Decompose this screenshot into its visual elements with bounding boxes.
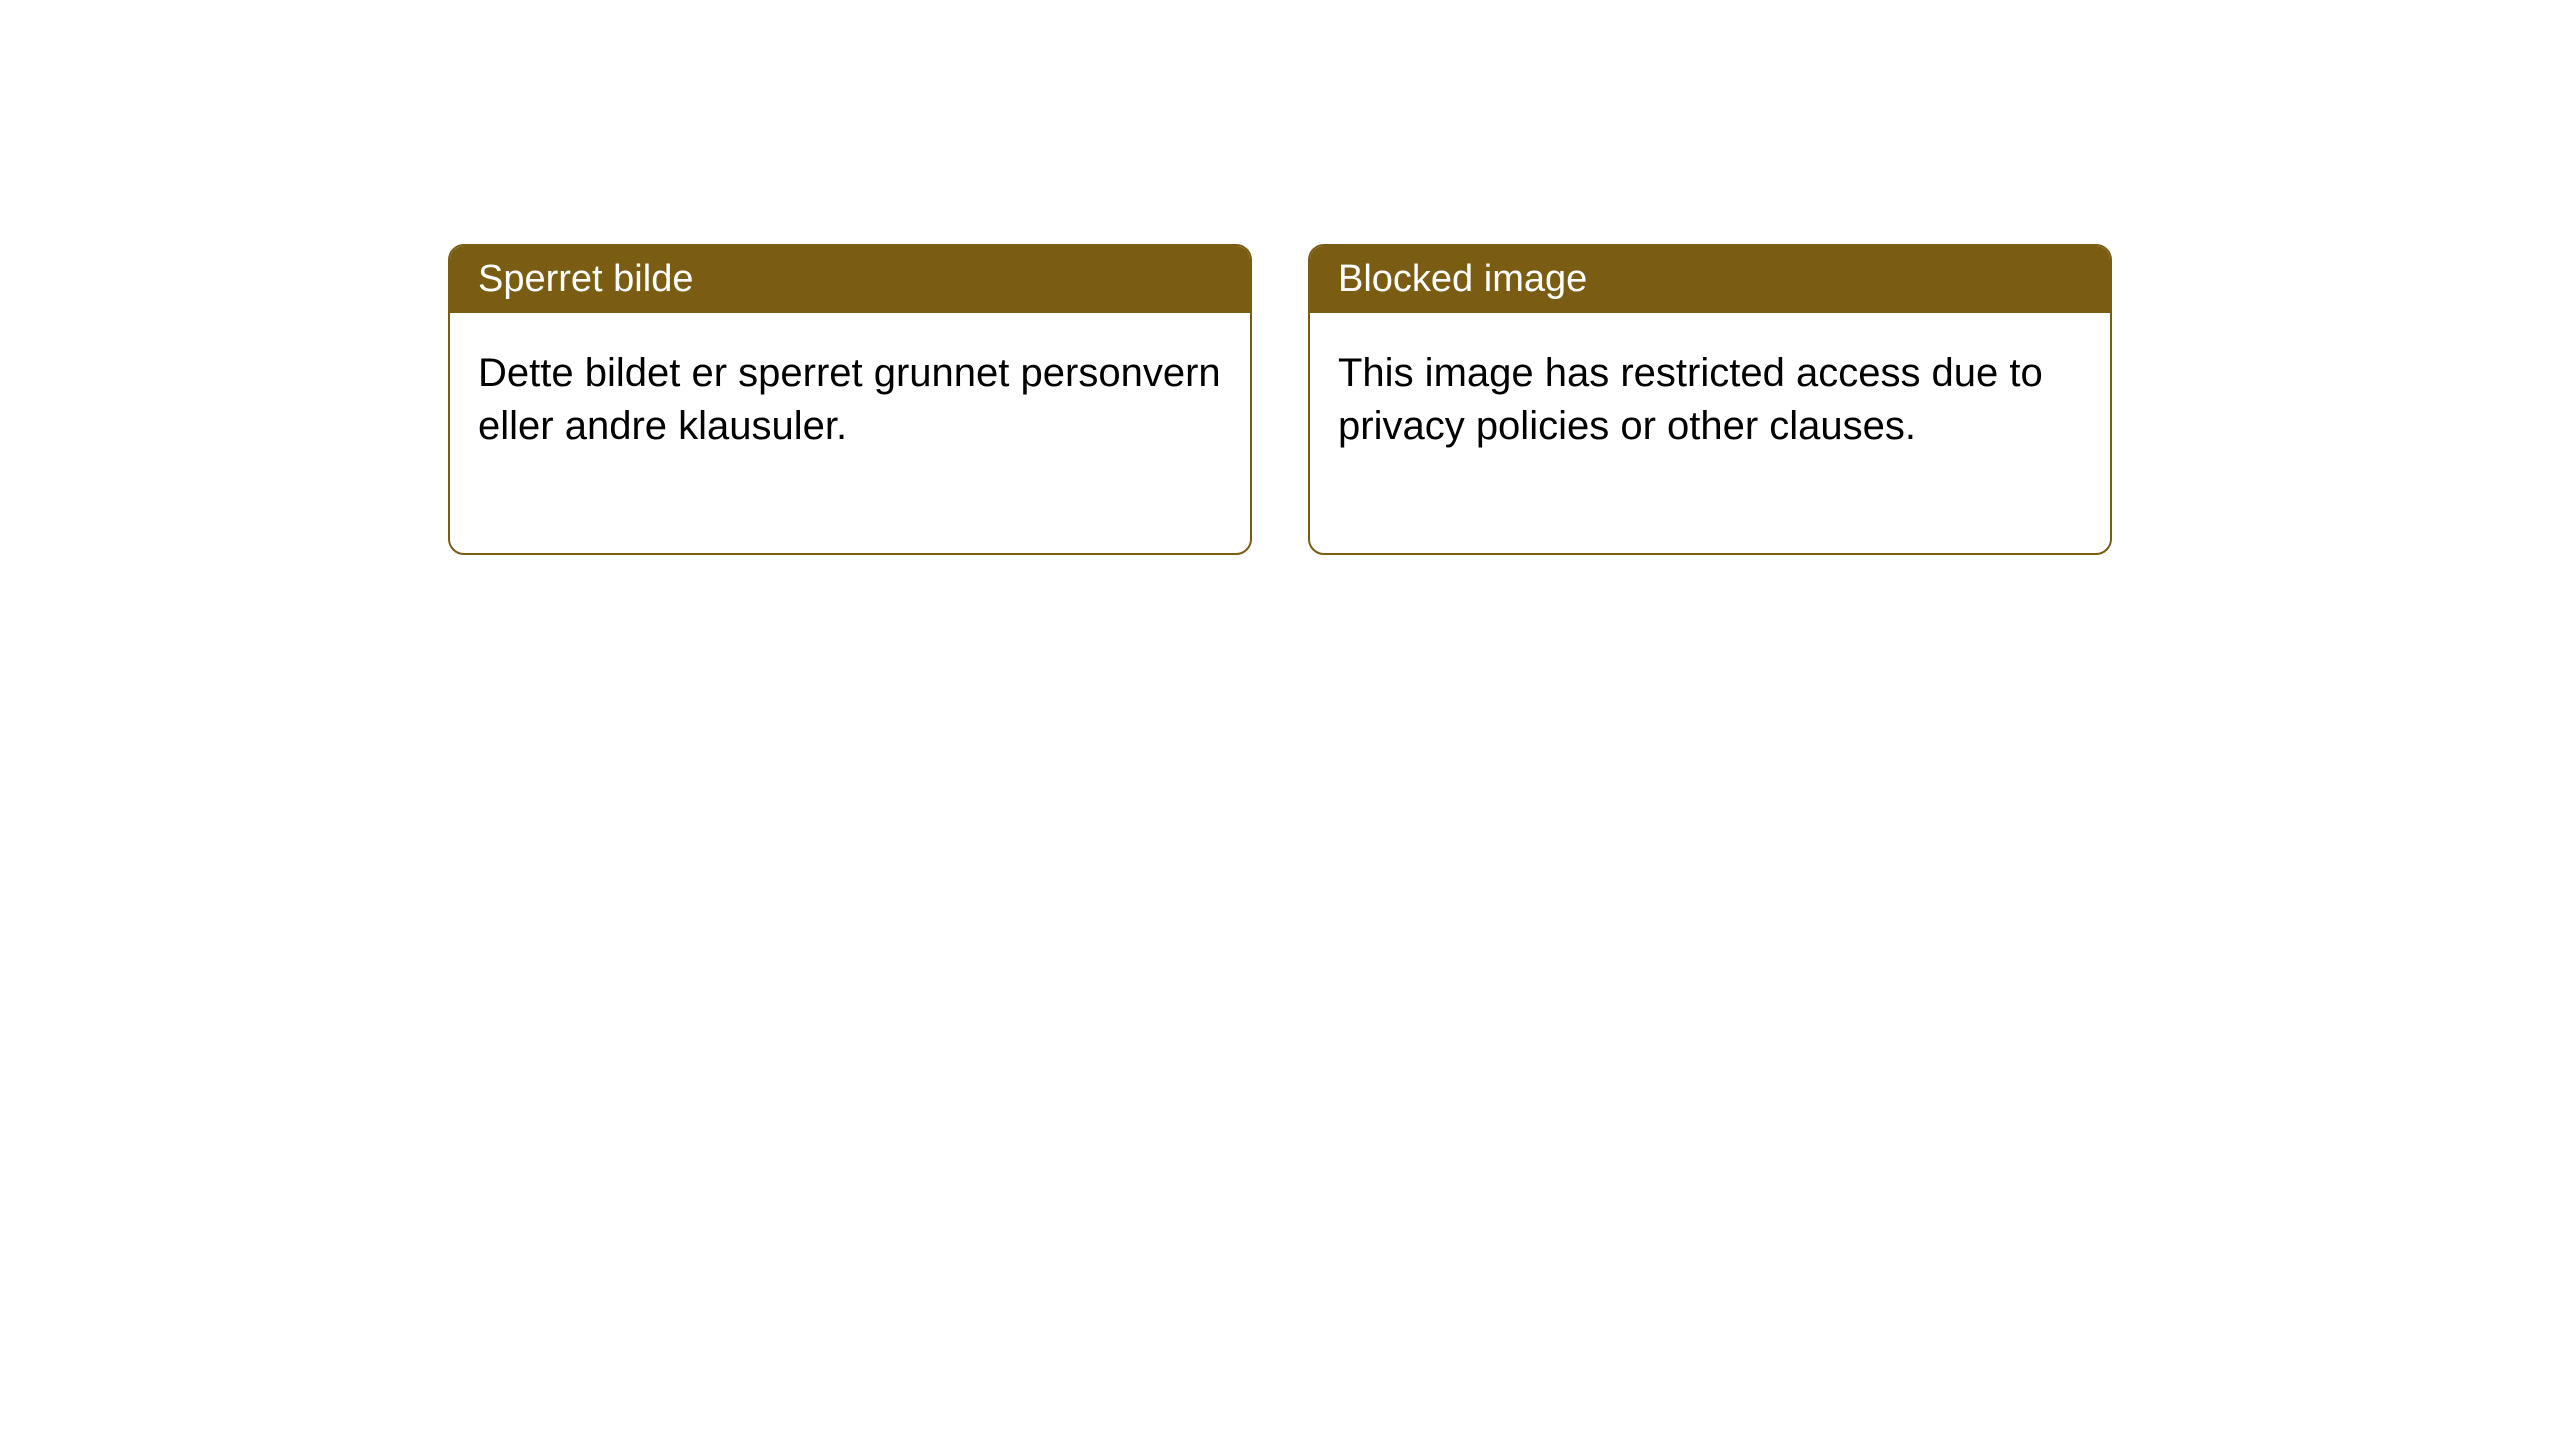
notice-container: Sperret bilde Dette bildet er sperret gr… [0, 0, 2560, 555]
notice-title: Blocked image [1310, 246, 2110, 313]
notice-box-english: Blocked image This image has restricted … [1308, 244, 2112, 555]
notice-message: Dette bildet er sperret grunnet personve… [450, 313, 1250, 553]
notice-title: Sperret bilde [450, 246, 1250, 313]
notice-box-norwegian: Sperret bilde Dette bildet er sperret gr… [448, 244, 1252, 555]
notice-message: This image has restricted access due to … [1310, 313, 2110, 553]
